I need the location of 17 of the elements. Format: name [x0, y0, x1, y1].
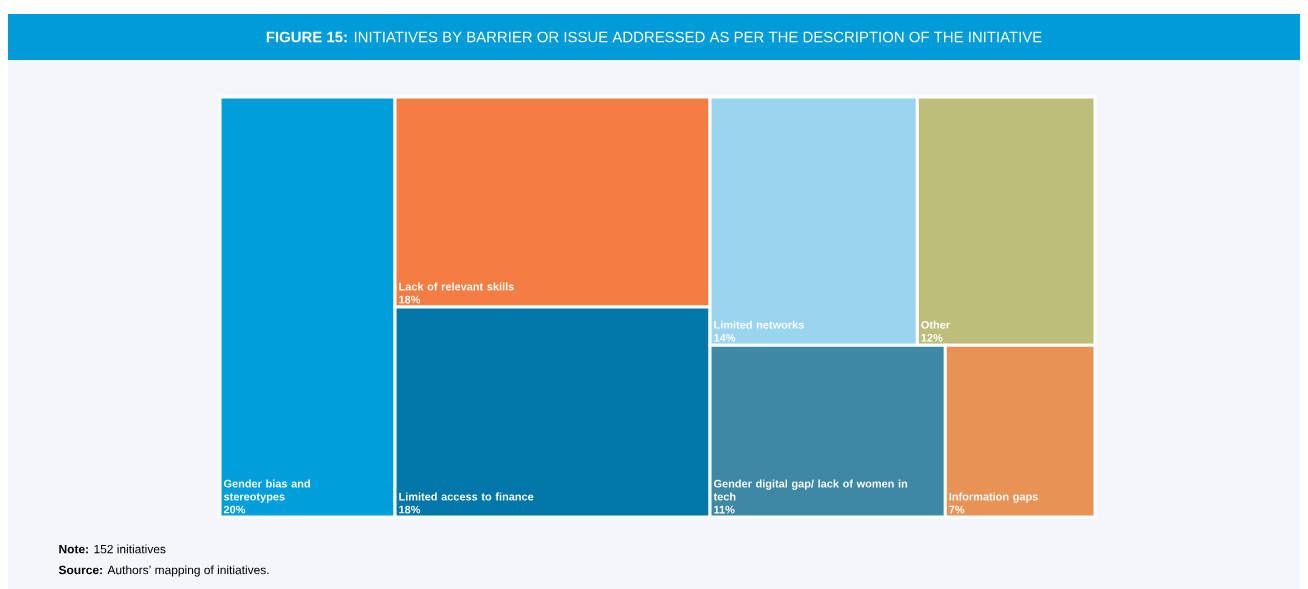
text: FIGURE 15: INITIATIVES BY BARRIER OR ISSUE ADDRESSED AS PER THE DESCRIPTION OF THE INITIATIVE [266, 31, 1042, 43]
data-label: 7% [949, 505, 965, 514]
data-label: 20% [223, 505, 246, 514]
category-label: Gender digital gap/ lack of women in tech [713, 479, 908, 501]
data-label: 18% [399, 505, 421, 514]
text: Note: 152 initiatives [59, 544, 166, 554]
data-label: 14% [714, 333, 736, 342]
category-label: Limited access to finance [399, 492, 534, 501]
data-label: 18% [399, 295, 421, 304]
data-label: 12% [921, 333, 943, 342]
category-label: Other [921, 320, 950, 329]
text: Source: Authors’ mapping of initiatives. [58, 565, 269, 577]
data-label: 11% [714, 505, 735, 514]
category-label: Gender bias and stereotypes [223, 479, 310, 503]
category-label: Information gaps [949, 492, 1038, 503]
category-label: Limited networks [714, 320, 804, 329]
category-label: Lack of relevant skills [399, 282, 514, 291]
